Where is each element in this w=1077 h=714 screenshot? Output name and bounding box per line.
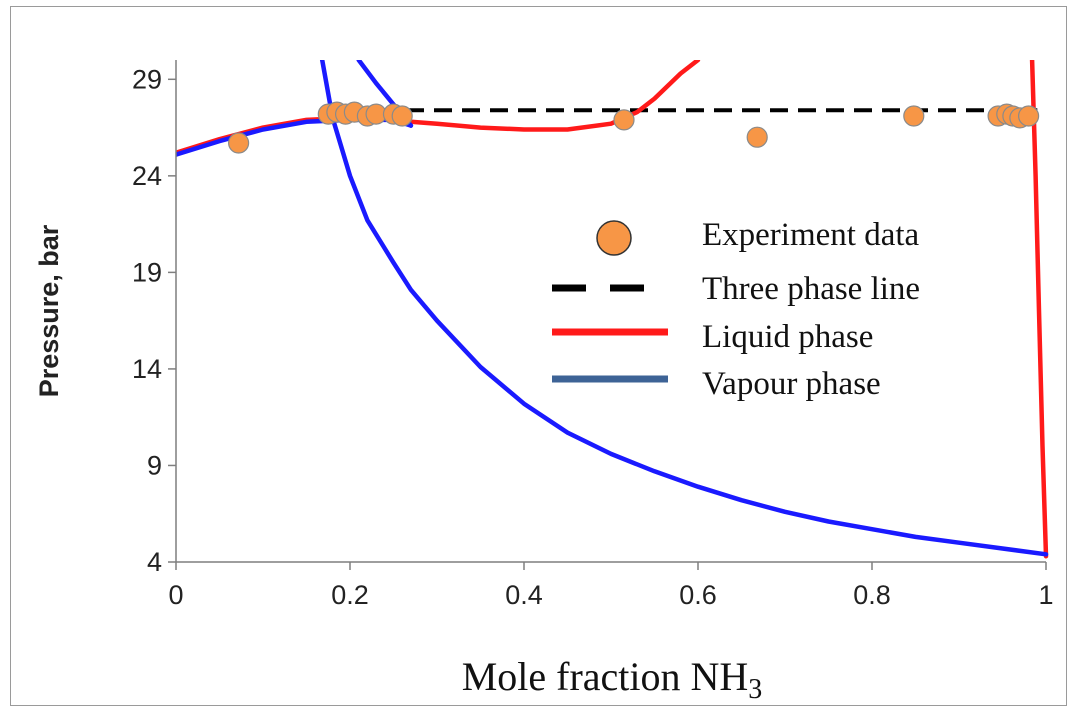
data-point	[746, 126, 768, 148]
legend-label: Liquid phase	[702, 319, 873, 355]
x-tick-label: 0.2	[331, 580, 369, 610]
y-axis-title: Pressure, bar	[34, 224, 64, 397]
curves-layer	[176, 60, 1049, 559]
y-tick-label: 24	[132, 161, 162, 191]
y-tick-label: 19	[132, 257, 162, 287]
data-point	[903, 105, 925, 127]
data-point	[613, 109, 635, 131]
x-axis-title-main: Mole fraction NH	[462, 654, 749, 699]
legend: Experiment data Three phase line Liquid ph…	[548, 208, 988, 402]
series-line-4	[176, 117, 414, 157]
x-tick-label: 1	[1038, 580, 1053, 610]
legend-label: Vapour phase	[702, 366, 881, 402]
x-tick-label: 0.6	[679, 580, 717, 610]
legend-label: Three phase line	[702, 271, 920, 307]
data-point	[228, 132, 250, 154]
y-tick-label: 29	[132, 64, 162, 94]
data-point	[1017, 105, 1040, 127]
legend-marker-circle	[596, 220, 632, 256]
series-line-2	[176, 60, 701, 155]
x-axis-title: Mole fraction NH3	[462, 654, 763, 705]
series-line-3	[1029, 60, 1049, 559]
x-tick-label: 0.8	[853, 580, 891, 610]
x-tick-label: 0	[168, 580, 183, 610]
legend-label: Experiment data	[702, 217, 920, 253]
x-axis-title-subscript: 3	[748, 674, 762, 705]
x-tick-label: 0.4	[505, 580, 543, 610]
series-line-6	[319, 60, 1049, 557]
y-tick-label: 9	[147, 450, 162, 480]
points-layer	[228, 101, 1040, 154]
axes-layer: 4 9 14 19 24 29 0 0.2 0.4 0.6 0.8 1	[132, 60, 1054, 610]
y-tick-label: 14	[132, 354, 162, 384]
data-point	[391, 105, 413, 127]
y-tick-label: 4	[147, 547, 162, 577]
